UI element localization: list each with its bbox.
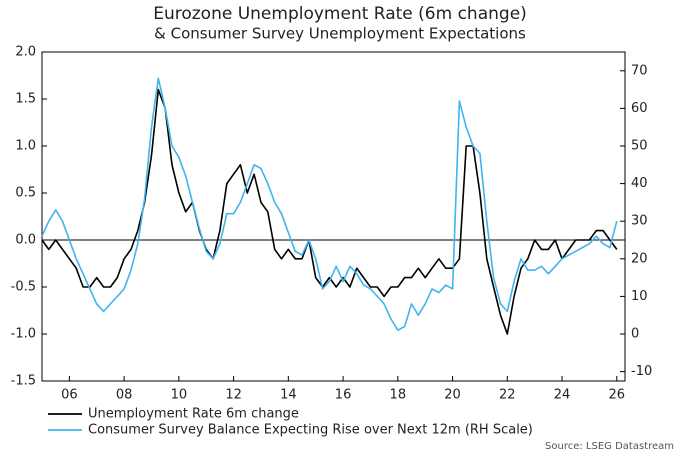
- source: Source: LSEG Datastream: [545, 441, 674, 452]
- series-line: [41, 88, 618, 335]
- x-tick-label: 22: [499, 388, 516, 403]
- y2-tick-label: 60: [631, 101, 648, 116]
- legend-label: Consumer Survey Balance Expecting Rise o…: [88, 423, 533, 438]
- legend-label: Unemployment Rate 6m change: [88, 407, 299, 422]
- x-tick-label: 16: [335, 388, 352, 403]
- y2-tick-label: 10: [631, 289, 648, 304]
- chart-title: Eurozone Unemployment Rate (6m change): [153, 4, 527, 24]
- y-tick-label: 1.0: [15, 139, 36, 154]
- y-tick-label: 0.5: [15, 186, 36, 201]
- x-tick-label: 12: [225, 388, 242, 403]
- x-tick-label: 20: [444, 388, 461, 403]
- y-tick-label: 2.0: [15, 45, 36, 60]
- series-line: [41, 77, 618, 331]
- y2-tick-label: 0: [631, 327, 639, 342]
- y2-tick-label: 40: [631, 176, 648, 191]
- y-tick-label: -0.5: [11, 280, 36, 295]
- x-tick-label: 06: [61, 388, 78, 403]
- y-tick-label: -1.5: [11, 374, 36, 389]
- plot-frame: [41, 51, 626, 382]
- y-tick-label: 1.5: [15, 92, 36, 107]
- y2-tick-label: 50: [631, 139, 648, 154]
- y2-tick-label: 30: [631, 214, 648, 229]
- x-tick-label: 08: [116, 388, 133, 403]
- x-tick-label: 24: [554, 388, 571, 403]
- y2-tick-label: -10: [631, 364, 652, 379]
- chart-subtitle: & Consumer Survey Unemployment Expectati…: [154, 25, 526, 43]
- x-tick-label: 10: [171, 388, 188, 403]
- x-tick-label: 26: [609, 388, 626, 403]
- x-tick-label: 14: [280, 388, 297, 403]
- x-tick-label: 18: [390, 388, 407, 403]
- y-tick-label: 0.0: [15, 233, 36, 248]
- y-tick-label: -1.0: [11, 327, 36, 342]
- y2-tick-label: 70: [631, 63, 648, 78]
- y2-tick-label: 20: [631, 251, 648, 266]
